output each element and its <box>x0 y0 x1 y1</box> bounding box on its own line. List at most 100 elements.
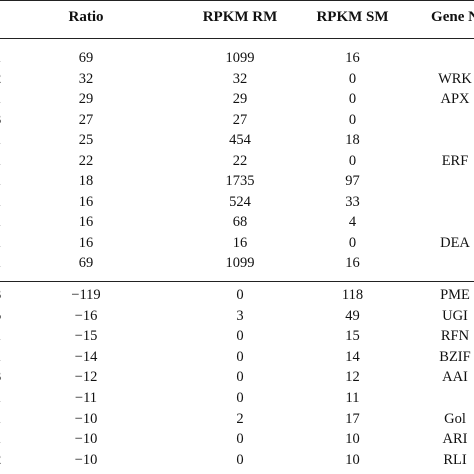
rpkm-sm-cell: 97 <box>345 173 360 189</box>
row-id-cell: 3 <box>0 287 8 303</box>
rpkm-sm-cell: 4 <box>348 214 357 230</box>
ratio-cell: 22 <box>78 152 94 169</box>
ratio-cell: −10 <box>74 431 98 448</box>
rpkm-rm-cell: 1099 <box>225 255 255 271</box>
gene-name-cell: RFN <box>440 328 470 345</box>
row-id-cell: 3 <box>0 112 8 128</box>
ratio-cell: 16 <box>78 193 94 210</box>
rpkm-sm-cell: 11 <box>345 390 360 406</box>
rpkm-sm-cell: 118 <box>341 287 364 303</box>
row-id-cell: 1 <box>0 173 8 189</box>
row-id-cell: 5 <box>0 308 8 324</box>
section-divider-rule <box>0 281 474 282</box>
gene-name-cell <box>405 112 474 128</box>
rpkm-sm-cell: 16 <box>345 255 360 271</box>
rpkm-rm-cell: 29 <box>232 91 248 107</box>
gene-name-cell <box>405 390 474 406</box>
header-ratio: Ratio <box>68 9 104 25</box>
rpkm-rm-cell: 27 <box>232 111 248 128</box>
gene-name-cell: PME <box>440 287 470 303</box>
row-id-cell: 1 <box>0 50 8 66</box>
gene-name-cell <box>405 173 474 189</box>
rpkm-rm-cell: 3 <box>236 307 244 324</box>
header-rpkm-rm: RPKM RM <box>202 9 278 25</box>
rpkm-rm-cell: 1099 <box>225 50 255 66</box>
rpkm-rm-cell: 0 <box>236 390 244 406</box>
row-id-cell: 1 <box>0 194 8 210</box>
rpkm-rm-cell: 0 <box>236 431 244 448</box>
rpkm-sm-cell: 0 <box>348 111 357 128</box>
gene-name-cell: AAI <box>442 369 468 386</box>
ratio-cell: 32 <box>78 70 94 87</box>
gene-name-cell: DEA <box>440 234 470 251</box>
rpkm-sm-cell: 0 <box>348 91 357 107</box>
header-top-rule <box>0 0 474 1</box>
header-gene-name: Gene N <box>431 9 474 25</box>
ratio-cell: −119 <box>71 287 101 303</box>
gene-name-cell <box>405 214 474 230</box>
ratio-cell: −16 <box>74 307 98 324</box>
rpkm-rm-cell: 16 <box>232 234 248 251</box>
row-id-cell: 1 <box>0 235 8 251</box>
rpkm-rm-cell: 22 <box>232 152 248 169</box>
rpkm-sm-cell: 0 <box>348 152 357 169</box>
header-bottom-rule <box>0 38 474 39</box>
rpkm-rm-cell: 454 <box>229 132 251 148</box>
ratio-cell: −15 <box>74 328 98 345</box>
gene-name-cell: ERF <box>441 152 469 169</box>
row-id-cell: 1 <box>0 255 8 271</box>
ratio-cell: −12 <box>74 369 98 386</box>
gene-name-cell <box>405 132 474 148</box>
rpkm-sm-cell: 0 <box>348 234 357 251</box>
row-id-cell: 1 <box>0 411 8 427</box>
ratio-cell: 16 <box>78 234 94 251</box>
gene-name-cell: RLI <box>443 451 467 468</box>
rpkm-sm-cell: 49 <box>345 307 360 324</box>
rpkm-rm-cell: 0 <box>236 369 244 386</box>
rpkm-rm-cell: 68 <box>232 214 248 230</box>
ratio-cell: 69 <box>78 50 94 66</box>
ratio-cell: 69 <box>78 255 94 271</box>
row-id-cell: 1 <box>0 431 8 447</box>
gene-name-cell: ARI <box>442 431 468 448</box>
gene-name-cell <box>405 50 474 66</box>
rpkm-rm-cell: 0 <box>236 451 244 468</box>
rpkm-rm-cell: 0 <box>236 328 244 345</box>
row-id-cell: 1 <box>0 214 8 230</box>
row-id-cell: 1 <box>0 91 8 107</box>
gene-name-cell: WRK <box>438 70 472 87</box>
ratio-cell: 25 <box>78 132 94 148</box>
row-id-cell: 1 <box>0 153 8 169</box>
row-id-cell: 1 <box>0 132 8 148</box>
rpkm-sm-cell: 10 <box>345 451 360 468</box>
rpkm-sm-cell: 14 <box>345 348 360 365</box>
rpkm-rm-cell: 524 <box>229 193 251 210</box>
rpkm-sm-cell: 18 <box>345 132 360 148</box>
rpkm-sm-cell: 15 <box>345 328 360 345</box>
rpkm-rm-cell: 32 <box>232 70 248 87</box>
rpkm-sm-cell: 10 <box>345 431 360 448</box>
rpkm-sm-cell: 17 <box>345 410 360 427</box>
row-id-cell: 2 <box>0 71 8 87</box>
ratio-cell: −14 <box>74 348 98 365</box>
row-id-cell: 3 <box>0 369 8 385</box>
ratio-cell: −10 <box>74 451 98 468</box>
row-id-cell: 1 <box>0 328 8 344</box>
rpkm-rm-cell: 2 <box>236 410 244 427</box>
rpkm-sm-cell: 16 <box>345 50 360 66</box>
rpkm-rm-cell: 1735 <box>225 173 255 189</box>
ratio-cell: −11 <box>74 390 98 406</box>
ratio-cell: 29 <box>78 91 94 107</box>
row-id-cell: 1 <box>0 390 8 406</box>
gene-name-cell <box>405 194 474 210</box>
gene-name-cell: Gol <box>444 410 466 427</box>
ratio-cell: 18 <box>78 173 94 189</box>
rpkm-sm-cell: 0 <box>348 70 357 87</box>
gene-name-cell: UGI <box>442 307 468 324</box>
rpkm-sm-cell: 33 <box>345 193 360 210</box>
gene-name-cell: BZIF <box>439 348 471 365</box>
ratio-cell: −10 <box>74 410 98 427</box>
ratio-cell: 16 <box>78 214 94 230</box>
gene-name-cell <box>405 255 474 271</box>
